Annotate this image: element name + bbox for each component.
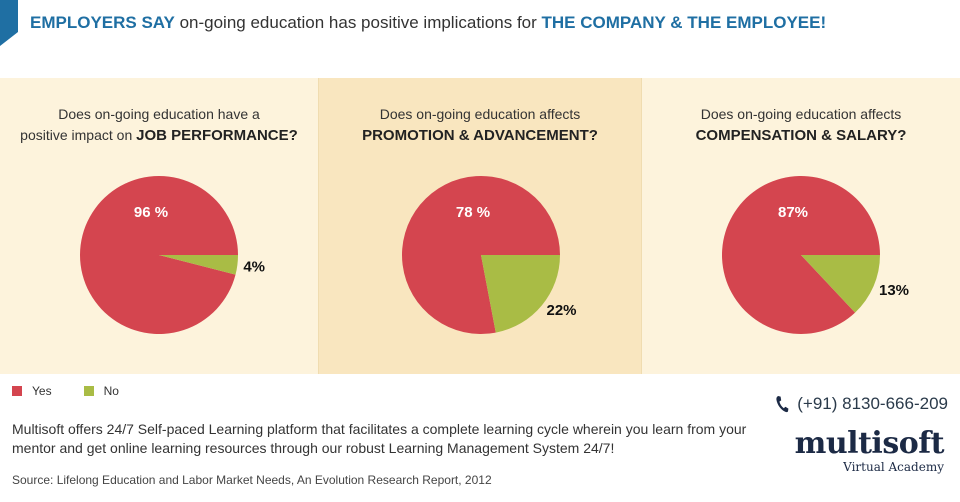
legend-swatch-yes [12, 386, 22, 396]
legend-label-no: No [103, 384, 119, 398]
data-label-yes: 87% [778, 204, 808, 221]
pie-slice-no [159, 255, 238, 275]
question-line-1: Does on-going education affects [700, 106, 902, 122]
question-promotion: Does on-going education affects PROMOTIO… [319, 104, 641, 146]
data-label-no: 22% [546, 302, 576, 319]
pie-slice-yes [722, 176, 880, 335]
logo-brand-text: multisoft [794, 426, 945, 461]
pie-chart-job-performance: 96 % 4% [80, 176, 265, 334]
logo-subtitle: Virtual Academy [843, 460, 944, 474]
question-compensation: Does on-going education affects COMPENSA… [642, 104, 960, 146]
pie-slice-no [801, 255, 880, 313]
pie-chart-promotion: 78 % 22% [402, 176, 577, 334]
data-label-no: 4% [243, 259, 265, 276]
question-line-1: Does on-going education affects [379, 106, 581, 122]
pie-slice-no [481, 255, 560, 333]
legend-swatch-no [83, 386, 94, 396]
multisoft-logo: multisoft Virtual Academy [794, 426, 945, 475]
question-line-2-bold: JOB PERFORMANCE? [136, 127, 298, 144]
description-text: Multisoft offers 24/7 Self-paced Learnin… [12, 421, 747, 456]
panel-job-performance: Does on-going education have a positive … [0, 78, 318, 374]
question-job-performance: Does on-going education have a positive … [0, 104, 318, 146]
source-citation: Source: Lifelong Education and Labor Mar… [12, 473, 492, 487]
question-line-1: Does on-going education have a [58, 106, 260, 122]
data-label-yes: 96 % [134, 204, 168, 221]
title-highlight-company: THE COMPANY & THE EMPLOYEE! [541, 13, 827, 32]
pie-chart-compensation: 87% 13% [722, 176, 909, 335]
question-line-2-bold: PROMOTION & ADVANCEMENT? [362, 127, 598, 144]
phone-icon [776, 396, 789, 413]
question-line-2-bold: COMPENSATION & SALARY? [695, 127, 907, 144]
question-line-2-plain: positive impact on [20, 127, 137, 143]
legend-label-yes: Yes [32, 384, 52, 398]
data-label-no: 13% [879, 282, 909, 299]
panel-compensation: Does on-going education affects COMPENSA… [642, 78, 960, 374]
chart-legend: Yes No [12, 384, 151, 398]
title-middle-text: on-going education has positive implicat… [174, 13, 542, 32]
phone-number: (+91) 8130-666-209 [797, 394, 948, 413]
data-label-yes: 78 % [456, 204, 490, 221]
corner-accent-shape [0, 0, 18, 46]
contact-phone[interactable]: (+91) 8130-666-209 [775, 394, 948, 414]
chart-panels: Does on-going education have a positive … [0, 78, 960, 374]
panel-promotion: Does on-going education affects PROMOTIO… [318, 78, 642, 374]
page-title: EMPLOYERS SAY on-going education has pos… [30, 10, 826, 36]
title-highlight-employers: EMPLOYERS SAY [30, 13, 175, 32]
